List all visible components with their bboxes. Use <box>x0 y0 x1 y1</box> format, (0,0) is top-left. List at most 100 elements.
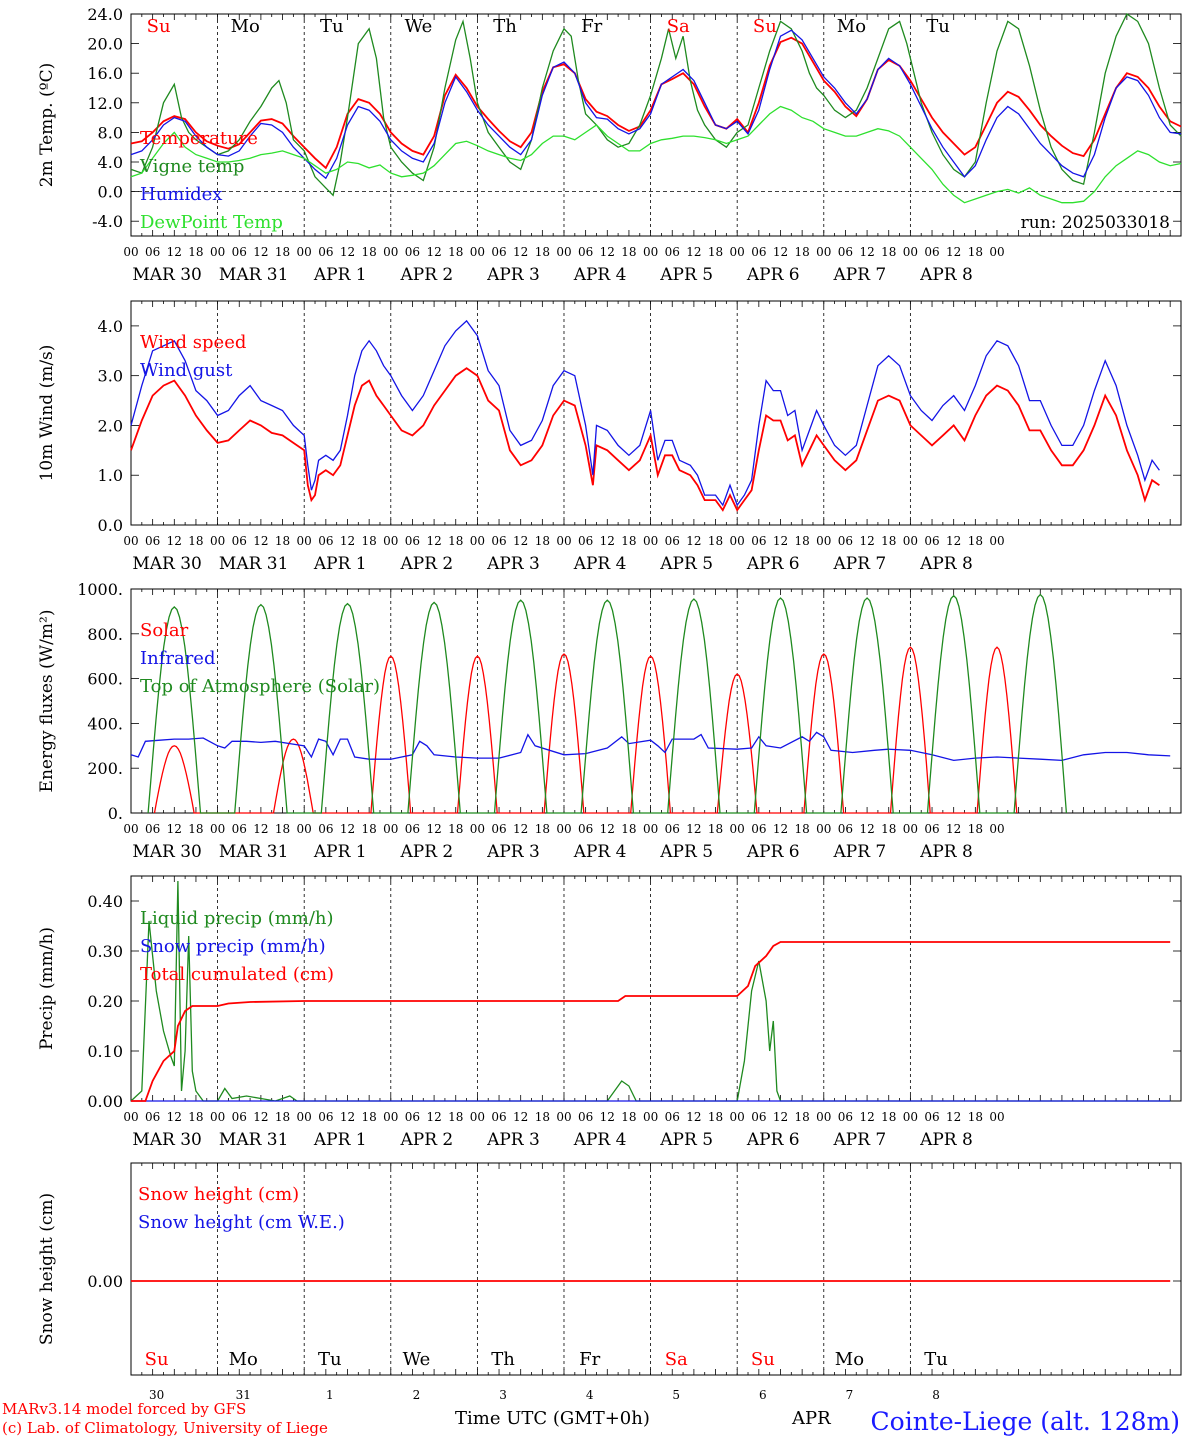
hour-label: 12 <box>859 245 874 259</box>
weekday-label: Th <box>493 16 517 37</box>
hour-label: 06 <box>751 534 766 548</box>
hour-label: 00 <box>470 822 485 836</box>
hour-label: 18 <box>362 245 377 259</box>
hour-label: 12 <box>773 822 788 836</box>
date-label: MAR 31 <box>219 842 289 862</box>
hour-label: 06 <box>924 822 939 836</box>
y-tick-label: 2.0 <box>98 416 123 435</box>
hour-label: 18 <box>708 534 723 548</box>
hour-label: 00 <box>556 245 571 259</box>
legend-entry: DewPoint Temp <box>140 212 283 233</box>
date-label: APR 3 <box>486 265 540 285</box>
hour-label: 06 <box>232 245 247 259</box>
hour-label: 12 <box>600 822 615 836</box>
hour-label: 06 <box>232 1110 247 1124</box>
hour-label: 00 <box>470 534 485 548</box>
hour-label: 00 <box>123 822 138 836</box>
legend-entry: Solar <box>140 620 189 641</box>
hour-label: 18 <box>275 1110 290 1124</box>
day-number: 1 <box>326 1388 334 1402</box>
hour-label: 00 <box>730 245 745 259</box>
hour-label: 06 <box>924 534 939 548</box>
date-label: MAR 31 <box>219 554 289 574</box>
hour-label: 00 <box>383 1110 398 1124</box>
hour-label: 00 <box>210 245 225 259</box>
hour-label: 00 <box>556 1110 571 1124</box>
hour-label: 06 <box>665 245 680 259</box>
hour-label: 00 <box>989 1110 1004 1124</box>
weekday-label: We <box>403 1349 431 1370</box>
hour-label: 18 <box>621 534 636 548</box>
hour-label: 12 <box>600 534 615 548</box>
y-tick-label: 20.0 <box>87 35 123 54</box>
y-tick-label: 1000. <box>77 580 123 599</box>
legend-entry: Snow precip (mm/h) <box>140 936 326 957</box>
hour-label: 18 <box>275 534 290 548</box>
day-number: 6 <box>759 1388 767 1402</box>
hour-label: 00 <box>816 1110 831 1124</box>
hour-label: 18 <box>794 245 809 259</box>
date-label: APR 6 <box>746 842 800 862</box>
hour-label: 06 <box>838 1110 853 1124</box>
date-label: APR 5 <box>659 1130 713 1150</box>
series-line-dewpoint-temp <box>130 105 1182 204</box>
weekday-label: Su <box>145 1349 169 1370</box>
hour-label: 18 <box>535 245 550 259</box>
plot-frame <box>130 13 1182 237</box>
hour-label: 00 <box>989 245 1004 259</box>
series-line-solar <box>153 646 1018 814</box>
hour-label: 00 <box>903 245 918 259</box>
date-label: APR 5 <box>659 265 713 285</box>
month-label: APR <box>791 1408 831 1429</box>
hour-label: 12 <box>426 534 441 548</box>
date-label: APR 2 <box>400 1130 454 1150</box>
hour-label: 12 <box>773 1110 788 1124</box>
plot-frame <box>130 1162 1182 1376</box>
hour-label: 06 <box>838 822 853 836</box>
y-axis-label: Precip (mm/h) <box>37 927 57 1050</box>
hour-label: 06 <box>491 245 506 259</box>
hour-label: 12 <box>426 1110 441 1124</box>
legend-entry: Liquid precip (mm/h) <box>140 908 334 929</box>
hour-label: 06 <box>145 245 160 259</box>
hour-label: 00 <box>643 534 658 548</box>
hour-label: 06 <box>838 245 853 259</box>
hour-label: 06 <box>665 534 680 548</box>
x-axis-title: Time UTC (GMT+0h) <box>455 1408 650 1429</box>
date-label: APR 7 <box>832 554 886 574</box>
hour-label: 12 <box>340 534 355 548</box>
hour-label: 18 <box>448 822 463 836</box>
hour-label: 06 <box>145 1110 160 1124</box>
hour-label: 12 <box>167 534 182 548</box>
hour-label: 00 <box>470 245 485 259</box>
hour-label: 00 <box>643 1110 658 1124</box>
legend-entry: Wind speed <box>140 332 246 353</box>
date-label: APR 4 <box>573 842 627 862</box>
panels-layer: 24.020.016.012.08.04.00.0-4.02m Temp. (º… <box>37 5 1182 1402</box>
hour-label: 12 <box>686 822 701 836</box>
hour-label: 18 <box>188 534 203 548</box>
date-label: APR 8 <box>919 1130 973 1150</box>
series-line-liquid-precip-mm-h- <box>130 880 1171 1102</box>
hour-label: 18 <box>362 1110 377 1124</box>
hour-label: 12 <box>859 1110 874 1124</box>
date-label: APR 6 <box>746 265 800 285</box>
legend-entry: Total cumulated (cm) <box>140 964 334 985</box>
panel-1: 24.0 20.0 16.0 12.0 8.0 4.0 0.0 -4.0 2m Temp. (º… <box>37 5 1182 285</box>
hour-label: 00 <box>383 822 398 836</box>
hour-label: 00 <box>383 534 398 548</box>
hour-label: 12 <box>513 822 528 836</box>
hour-label: 00 <box>730 1110 745 1124</box>
y-tick-label: 4.0 <box>98 153 123 172</box>
hour-label: 12 <box>859 822 874 836</box>
series-line-infrared <box>130 731 1171 762</box>
hour-label: 12 <box>253 534 268 548</box>
y-tick-label: 0.00 <box>87 1092 123 1111</box>
legend-entry: Vigne temp <box>139 156 244 177</box>
hour-label: 00 <box>556 822 571 836</box>
hour-label: 06 <box>318 822 333 836</box>
y-tick-label: 0. <box>108 804 123 823</box>
hour-label: 06 <box>232 534 247 548</box>
hour-label: 00 <box>643 245 658 259</box>
hour-label: 18 <box>448 534 463 548</box>
